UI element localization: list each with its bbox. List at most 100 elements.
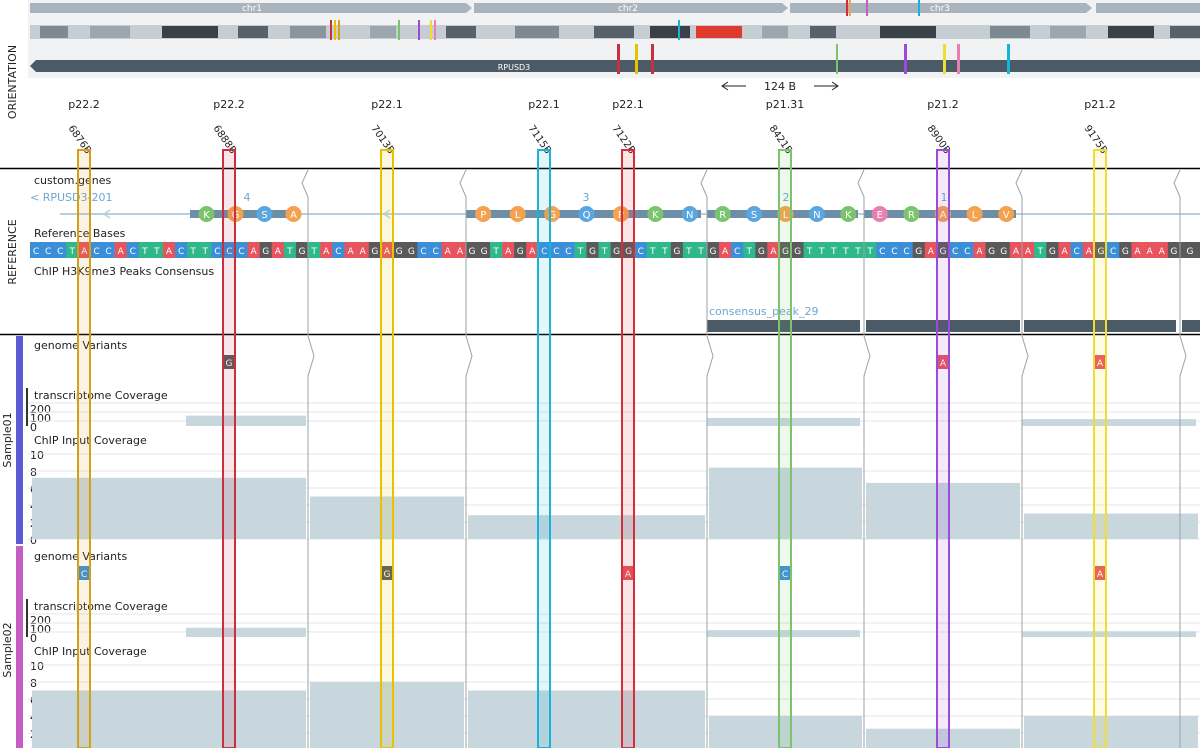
base-cell[interactable] — [900, 242, 913, 258]
base-cell[interactable] — [356, 242, 370, 258]
base-cell[interactable] — [199, 242, 212, 258]
base-cell[interactable] — [54, 242, 67, 258]
base-cell[interactable] — [598, 242, 611, 258]
base-cell[interactable] — [247, 242, 260, 258]
tx-coverage-bar[interactable] — [707, 417, 860, 426]
chr4-arrow[interactable] — [1096, 3, 1200, 13]
base-cell[interactable] — [271, 242, 285, 258]
base-cell[interactable] — [912, 242, 926, 258]
peak-label[interactable]: consensus_peak_29 — [709, 305, 819, 318]
base-cell[interactable] — [393, 242, 406, 258]
base-cell[interactable] — [1094, 242, 1108, 258]
base-cell[interactable] — [779, 242, 792, 258]
base-cell[interactable] — [1180, 242, 1200, 258]
peaks-track[interactable] — [707, 320, 1200, 332]
base-cell[interactable] — [466, 242, 479, 258]
base-cell[interactable] — [1046, 242, 1059, 258]
base-cell[interactable] — [876, 242, 889, 258]
base-cell[interactable] — [30, 242, 43, 258]
position-highlight-box[interactable] — [380, 149, 394, 748]
variant-marker[interactable] — [1094, 355, 1106, 369]
position-highlight-box[interactable] — [778, 149, 792, 748]
base-cell[interactable] — [1082, 242, 1096, 258]
amino-acid-marker[interactable] — [840, 206, 857, 222]
base-cell[interactable] — [90, 242, 103, 258]
position-highlight-box[interactable] — [77, 149, 91, 748]
amino-acid-marker[interactable] — [285, 206, 302, 222]
base-cell[interactable] — [586, 242, 599, 258]
base-cell[interactable] — [1167, 242, 1181, 258]
base-cell[interactable] — [658, 242, 672, 258]
base-cell[interactable] — [1119, 242, 1132, 258]
gene-model-track[interactable]: K G S A P L G Q P K N R S L N K E R A L V4 3 2 1 — [60, 191, 1200, 222]
base-cell[interactable] — [803, 242, 816, 258]
base-cell[interactable] — [719, 242, 732, 258]
base-cell[interactable] — [211, 242, 224, 258]
variant-marker[interactable] — [1094, 566, 1106, 580]
base-cell[interactable] — [150, 242, 164, 258]
base-cell[interactable] — [815, 242, 829, 258]
base-cell[interactable] — [670, 242, 684, 258]
base-cell[interactable] — [502, 242, 515, 258]
base-cell[interactable] — [985, 242, 998, 258]
base-cell[interactable] — [936, 242, 950, 258]
chr1-arrow[interactable] — [30, 3, 472, 13]
peak-bar[interactable] — [1182, 320, 1200, 332]
base-cell[interactable] — [295, 242, 309, 258]
variant-marker[interactable] — [78, 566, 90, 580]
tx-coverage-bar[interactable] — [707, 630, 860, 637]
chip-coverage-bar[interactable] — [310, 496, 464, 540]
variant-marker[interactable] — [381, 566, 393, 580]
base-cell[interactable] — [949, 242, 962, 258]
chip-coverage-bar[interactable] — [32, 690, 306, 748]
chip-coverage-bar[interactable] — [709, 716, 862, 748]
base-cell[interactable] — [1155, 242, 1169, 258]
base-cell[interactable] — [973, 242, 986, 258]
amino-acid-marker[interactable] — [966, 206, 983, 222]
base-cell[interactable] — [538, 242, 551, 258]
base-cell[interactable] — [405, 242, 418, 258]
chip-coverage-bar[interactable] — [468, 515, 705, 539]
base-cell[interactable] — [550, 242, 563, 258]
base-cell[interactable] — [574, 242, 587, 258]
transcript-label[interactable]: < RPUSD3-201 — [30, 191, 112, 204]
amino-acid-marker[interactable] — [777, 206, 794, 222]
base-cell[interactable] — [961, 242, 974, 258]
amino-acid-marker[interactable] — [681, 206, 698, 222]
base-cell[interactable] — [731, 242, 744, 258]
base-cell[interactable] — [1009, 242, 1023, 258]
base-cell[interactable] — [694, 242, 708, 258]
amino-acid-marker[interactable] — [256, 206, 273, 222]
base-cell[interactable] — [490, 242, 503, 258]
amino-acid-marker[interactable] — [871, 206, 888, 222]
chip-coverage-bar[interactable] — [310, 682, 464, 748]
tx-coverage-bar[interactable] — [186, 415, 306, 426]
variant-marker[interactable] — [622, 566, 634, 580]
amino-acid-marker[interactable] — [808, 206, 825, 222]
variant-marker[interactable] — [779, 566, 791, 580]
base-cell[interactable] — [755, 242, 768, 258]
base-cell[interactable] — [839, 242, 853, 258]
variant-marker[interactable] — [937, 355, 949, 369]
base-cell[interactable] — [791, 242, 804, 258]
base-cell[interactable] — [259, 242, 273, 258]
position-highlight-boxes[interactable] — [77, 149, 1107, 748]
chip-coverage-bar[interactable] — [32, 477, 306, 539]
base-cell[interactable] — [767, 242, 780, 258]
base-cell[interactable] — [622, 242, 635, 258]
chr3-arrow[interactable] — [790, 3, 1092, 13]
peak-bar[interactable] — [866, 320, 1020, 332]
peak-bar[interactable] — [707, 320, 860, 332]
base-cell[interactable] — [320, 242, 333, 258]
base-cell[interactable] — [743, 242, 756, 258]
amino-acid-marker[interactable] — [544, 206, 561, 222]
amino-acid-marker[interactable] — [612, 206, 629, 222]
base-cell[interactable] — [66, 242, 79, 258]
base-cell[interactable] — [187, 242, 200, 258]
amino-acid-marker[interactable] — [903, 206, 920, 222]
chip-coverage-bar[interactable] — [709, 467, 862, 539]
base-cell[interactable] — [441, 242, 455, 258]
base-cell[interactable] — [102, 242, 115, 258]
amino-acid-marker[interactable] — [998, 206, 1015, 222]
position-highlight-box[interactable] — [222, 149, 236, 748]
